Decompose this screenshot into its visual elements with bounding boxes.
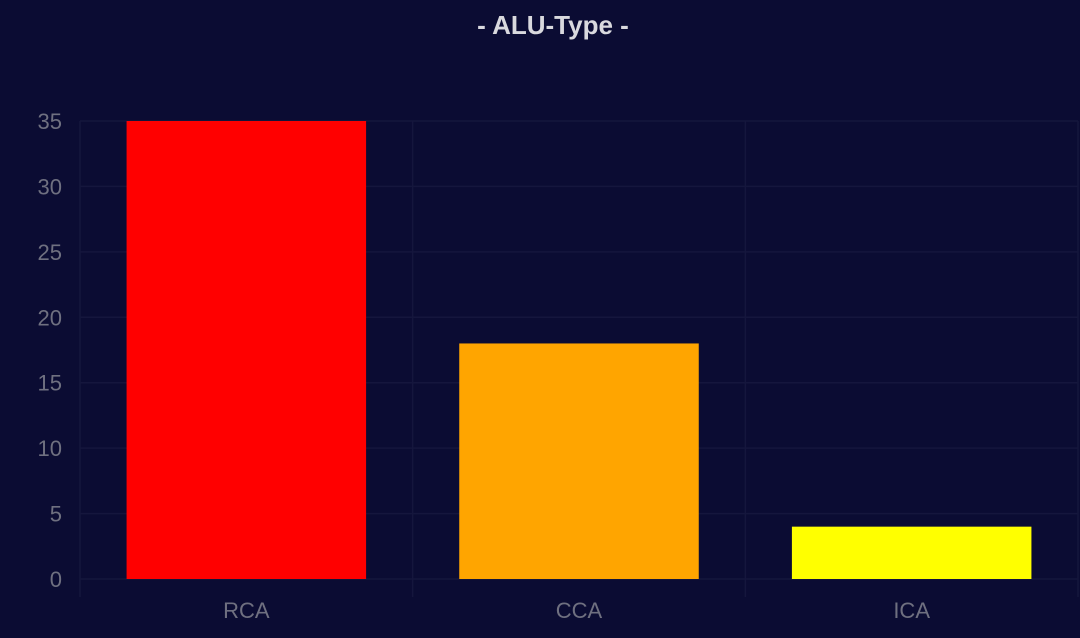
chart-title: - ALU-Type -: [477, 10, 629, 40]
bar-rca: [126, 121, 367, 579]
x-tick-label: CCA: [556, 598, 603, 623]
x-axis-ticks: RCA CCA ICA: [223, 598, 930, 623]
y-tick-label: 0: [50, 567, 62, 592]
y-tick-label: 15: [38, 371, 62, 396]
y-tick-label: 35: [38, 109, 62, 134]
x-tick-label: ICA: [893, 598, 930, 623]
y-tick-label: 5: [50, 502, 62, 527]
bar-ica: [791, 526, 1032, 579]
y-tick-label: 10: [38, 436, 62, 461]
y-tick-label: 30: [38, 174, 62, 199]
y-tick-label: 20: [38, 305, 62, 330]
y-axis-ticks: 0 5 10 15 20 25 30 35: [38, 109, 62, 592]
bars: [126, 121, 1032, 579]
y-tick-label: 25: [38, 240, 62, 265]
bar-cca: [459, 343, 699, 579]
x-tick-label: RCA: [223, 598, 270, 623]
